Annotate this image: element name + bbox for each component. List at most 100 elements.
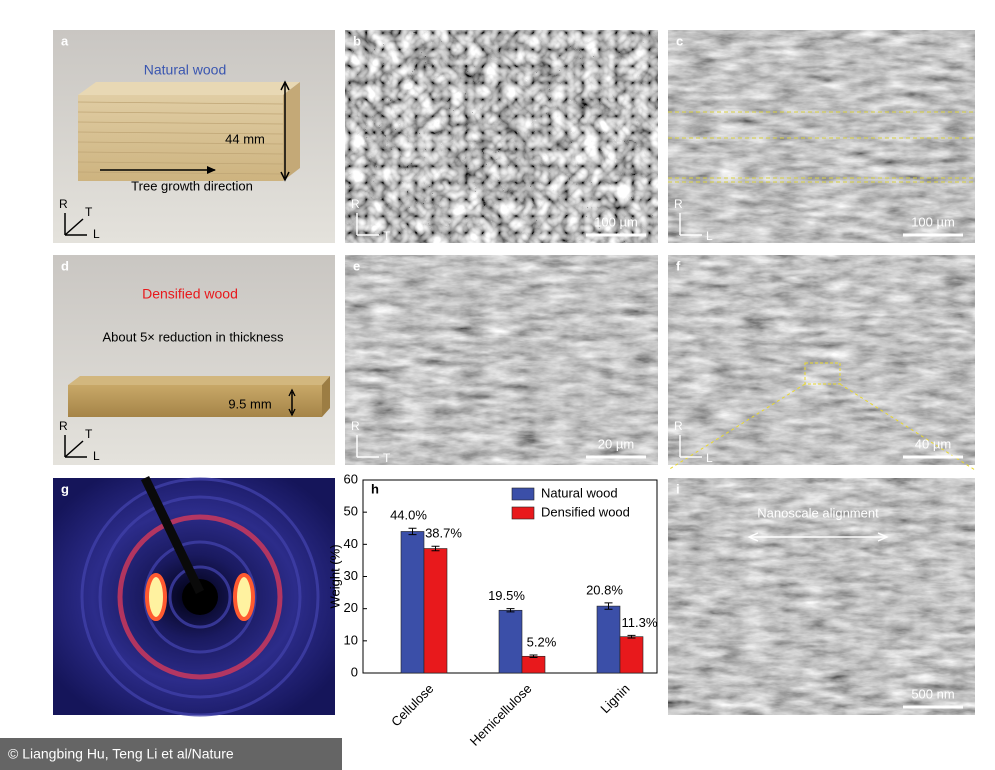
x-tick-label: Lignin [597, 681, 632, 716]
sem-image [668, 255, 975, 465]
panel [345, 255, 658, 465]
wood-slab [68, 385, 322, 417]
scale-bar-label: 40 µm [915, 436, 951, 451]
wood-side [283, 82, 300, 181]
diffraction-ring [98, 495, 302, 699]
bar [400, 531, 425, 674]
panel-label: c [676, 33, 683, 48]
error-bar [506, 608, 515, 613]
arrow-head [747, 532, 889, 542]
axis-gizmo [64, 440, 84, 458]
y-tick-label: 20 [344, 600, 358, 615]
axis-gizmo [64, 213, 87, 236]
value-label: 19.5% [488, 588, 525, 603]
panel-title: Natural wood [144, 62, 227, 78]
axis-letter: R [351, 419, 360, 433]
zoom-box [804, 362, 841, 385]
panel [668, 30, 975, 243]
arrow-head [280, 80, 290, 182]
axis-gizmo [679, 213, 702, 236]
panel-label: a [61, 33, 69, 48]
error-bar [604, 602, 613, 610]
panel [668, 478, 975, 715]
axis-letter: R [59, 419, 68, 433]
arrow-head [288, 388, 296, 417]
axis-gizmo [356, 213, 379, 236]
sem-image [668, 30, 975, 243]
panel-label: h [371, 481, 379, 496]
wood-top [78, 82, 300, 95]
legend-label: Densified wood [541, 504, 630, 519]
axis-letter: L [706, 229, 713, 243]
legend-label: Natural wood [541, 485, 618, 500]
diffraction-ring [117, 514, 283, 680]
axis-letter: T [383, 451, 391, 465]
wood-block [78, 95, 283, 181]
y-tick-label: 10 [344, 632, 358, 647]
y-tick-label: 0 [351, 664, 358, 679]
bar [521, 655, 546, 674]
panel-note: About 5× reduction in thickness [102, 329, 284, 344]
y-tick-label: 50 [344, 504, 358, 519]
value-label: 38.7% [425, 526, 462, 541]
error-bar [529, 654, 538, 659]
wood-side [322, 376, 330, 417]
dimension-label: 44 mm [225, 131, 265, 146]
beam-stop [182, 579, 218, 615]
axis-gizmo [64, 218, 84, 236]
value-label: 20.8% [586, 582, 623, 597]
beam-stop-arm [140, 476, 205, 594]
axis-gizmo [679, 435, 702, 458]
bar [619, 636, 644, 674]
axis-letter: T [85, 205, 93, 219]
panel-title: Densified wood [142, 286, 238, 302]
value-label: 5.2% [527, 634, 557, 649]
diffraction-spot [233, 573, 255, 621]
wood-grain [77, 141, 284, 145]
wood-grain [77, 171, 284, 175]
wood-grain [77, 111, 284, 115]
panel-label: f [676, 258, 681, 273]
wood-grain [77, 151, 284, 155]
photo-background [53, 255, 335, 465]
wood-grain [77, 131, 284, 135]
credit-background [0, 738, 342, 770]
panel [345, 30, 658, 243]
bar [423, 548, 448, 674]
axis-letter: R [674, 197, 683, 211]
panel-label: g [61, 481, 69, 496]
error-bar [431, 545, 440, 552]
scale-bar-label: 500 nm [911, 686, 954, 701]
y-tick-label: 30 [344, 568, 358, 583]
diffraction-ring [168, 565, 232, 629]
scale-bar-label: 100 µm [911, 214, 955, 229]
direction-label: Tree growth direction [131, 178, 253, 193]
panel [53, 255, 335, 465]
value-label: 11.3% [622, 615, 658, 630]
legend-swatch [511, 487, 535, 501]
axis-letter: T [383, 229, 391, 243]
axis-letter: T [85, 427, 93, 441]
y-tick-label: 40 [344, 536, 358, 551]
bar [596, 605, 621, 674]
bar [498, 609, 523, 674]
x-tick-label: Cellulose [388, 681, 436, 729]
wood-grain [77, 161, 284, 165]
panel [668, 255, 975, 465]
dimension-label: 9.5 mm [228, 396, 271, 411]
wood-top [68, 376, 330, 385]
x-tick-label: Hemicellulose [467, 681, 535, 749]
panel-label: i [676, 481, 680, 496]
axis-gizmo [64, 435, 87, 458]
panel-label: e [353, 258, 360, 273]
diffraction-ring [80, 477, 320, 717]
sem-image [345, 255, 658, 465]
axis-letter: R [59, 197, 68, 211]
wood-grain [77, 101, 284, 105]
credit: © Liangbing Hu, Teng Li et al/Nature [8, 746, 234, 762]
value-label: 44.0% [390, 508, 427, 523]
axis-letter: R [351, 197, 360, 211]
panel-label: b [353, 33, 361, 48]
axis-letter: L [93, 449, 100, 463]
